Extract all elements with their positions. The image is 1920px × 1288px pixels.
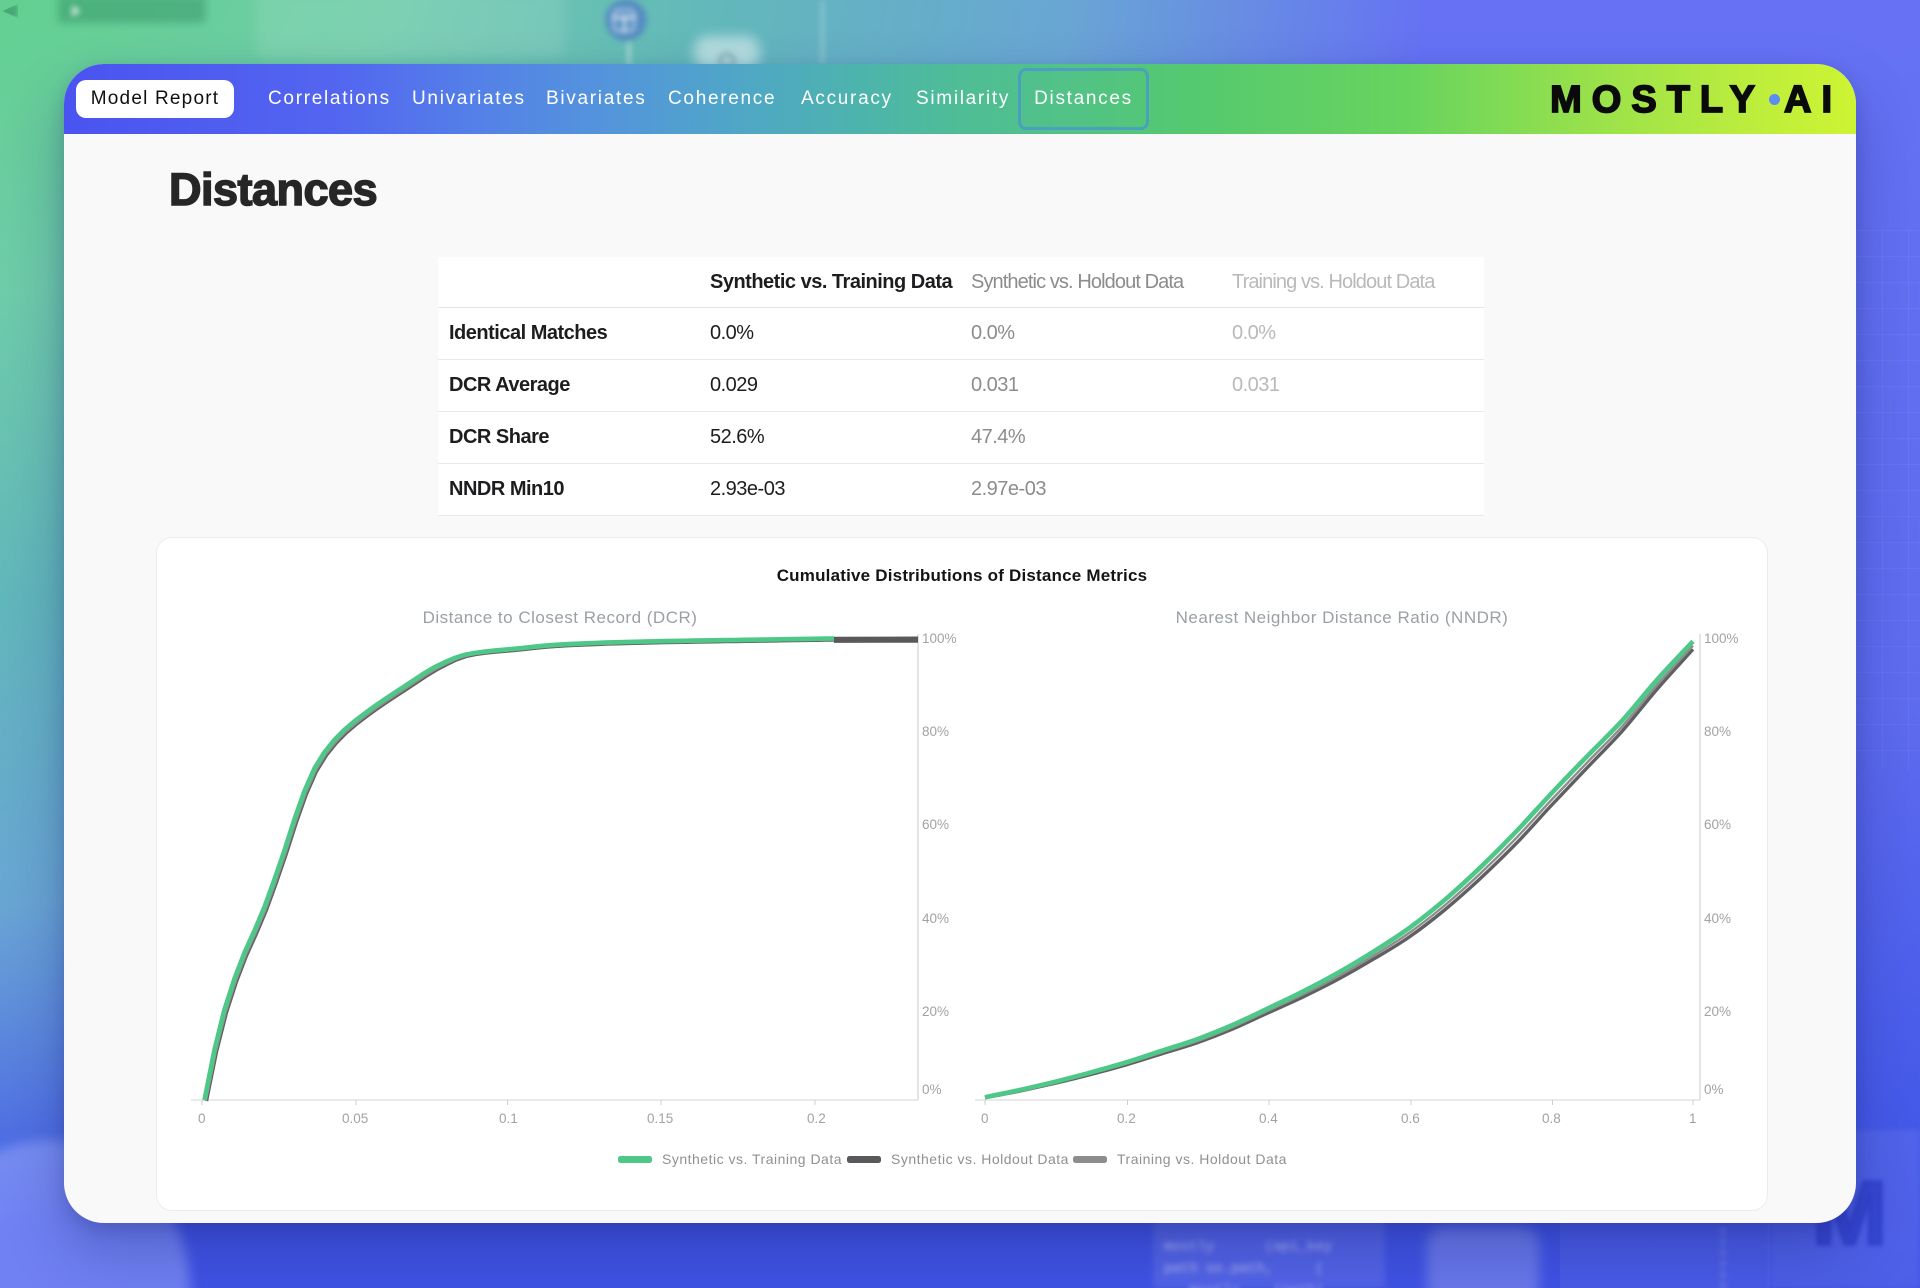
svg-text:1: 1 — [1689, 1111, 1697, 1126]
svg-text:0.6: 0.6 — [1401, 1111, 1420, 1126]
svg-text:0.15: 0.15 — [647, 1111, 673, 1126]
svg-text:0.2: 0.2 — [1117, 1111, 1136, 1126]
svg-text:60%: 60% — [922, 817, 949, 832]
svg-text:0.1: 0.1 — [499, 1111, 518, 1126]
svg-text:60%: 60% — [1704, 817, 1731, 832]
svg-text:0: 0 — [981, 1111, 989, 1126]
svg-text:0: 0 — [198, 1111, 206, 1126]
svg-text:100%: 100% — [1704, 631, 1739, 646]
svg-text:0.8: 0.8 — [1542, 1111, 1561, 1126]
svg-text:20%: 20% — [1704, 1004, 1731, 1019]
svg-text:0%: 0% — [1704, 1082, 1724, 1097]
svg-text:40%: 40% — [1704, 911, 1731, 926]
svg-text:0.2: 0.2 — [807, 1111, 826, 1126]
svg-text:0.05: 0.05 — [342, 1111, 368, 1126]
svg-text:80%: 80% — [922, 724, 949, 739]
svg-text:80%: 80% — [1704, 724, 1731, 739]
svg-text:20%: 20% — [922, 1004, 949, 1019]
svg-text:100%: 100% — [922, 631, 957, 646]
svg-text:0%: 0% — [922, 1082, 942, 1097]
svg-text:0.4: 0.4 — [1259, 1111, 1278, 1126]
svg-text:40%: 40% — [922, 911, 949, 926]
